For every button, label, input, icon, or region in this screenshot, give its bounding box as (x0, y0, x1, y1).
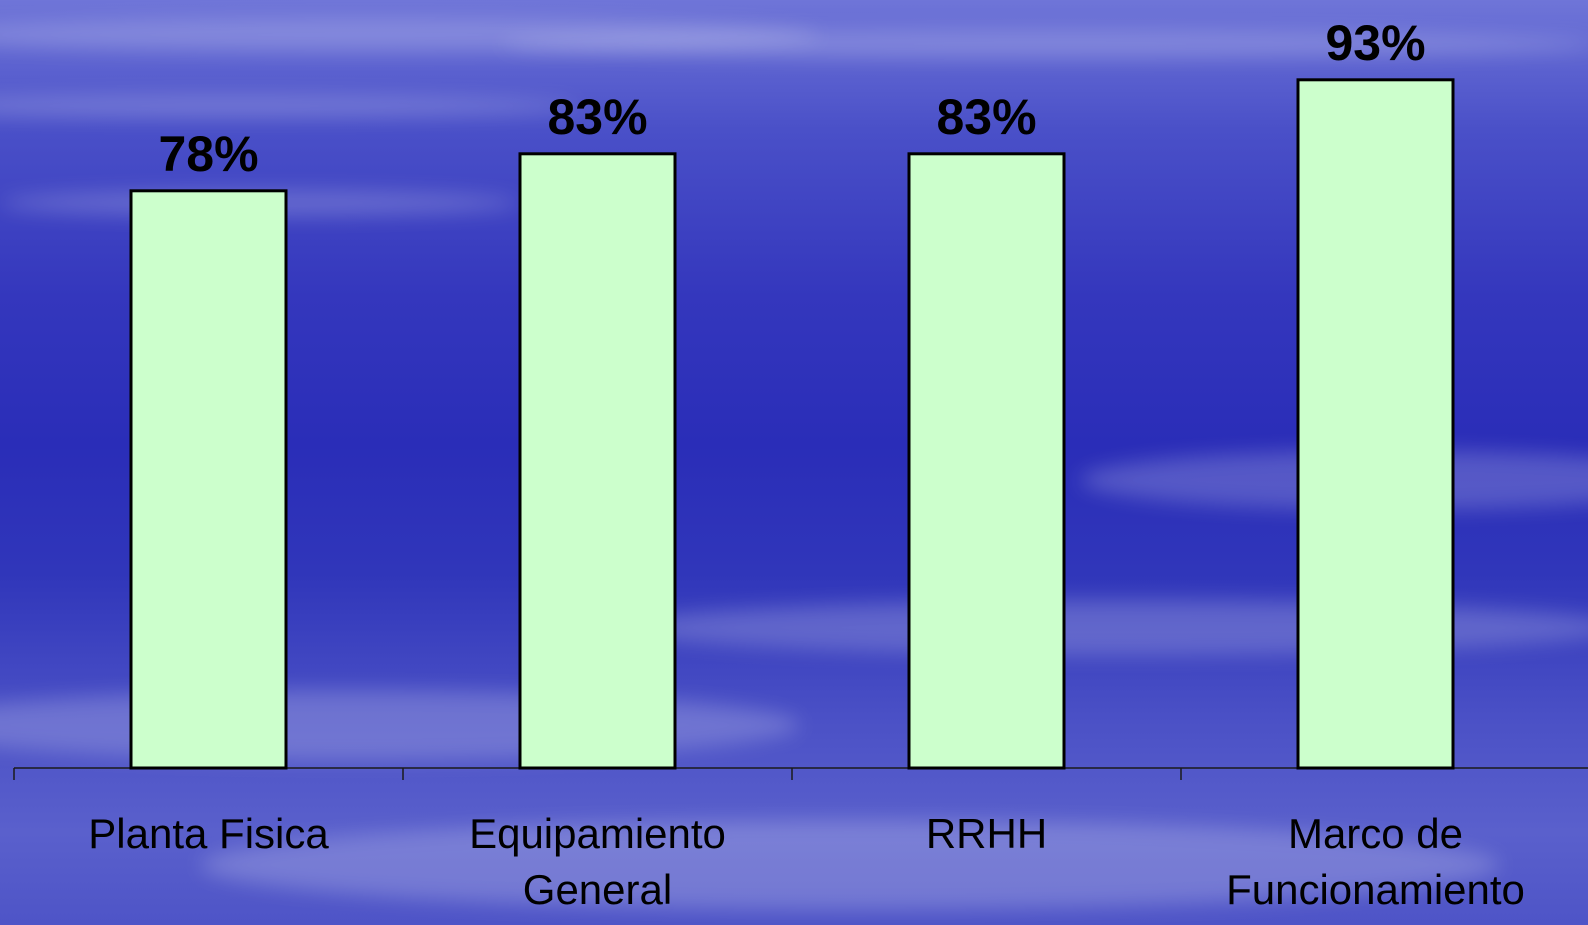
category-label-line: Equipamiento (469, 810, 726, 857)
data-label: 93% (1325, 15, 1425, 71)
bar (129, 189, 288, 770)
category-label-line: Funcionamiento (1226, 866, 1525, 913)
data-label: 83% (936, 89, 1036, 145)
data-label: 83% (547, 89, 647, 145)
bar (1296, 78, 1455, 770)
category-label-line: Planta Fisica (88, 810, 329, 857)
category-label: Equipamiento General (469, 810, 726, 913)
category-label-line: RRHH (926, 810, 1047, 857)
cloud-streak (200, 820, 1500, 910)
cloud-streak (0, 95, 580, 117)
bar (907, 152, 1066, 770)
bar (518, 152, 677, 770)
category-label: RRHH (926, 810, 1047, 857)
cloud-streak (500, 30, 1588, 58)
category-label-line: Marco de (1288, 810, 1463, 857)
category-label: Marco de Funcionamiento (1226, 810, 1525, 913)
category-label-line: General (523, 866, 672, 913)
data-label: 78% (158, 126, 258, 182)
cloud-streak (0, 18, 820, 52)
category-label: Planta Fisica (88, 810, 329, 857)
